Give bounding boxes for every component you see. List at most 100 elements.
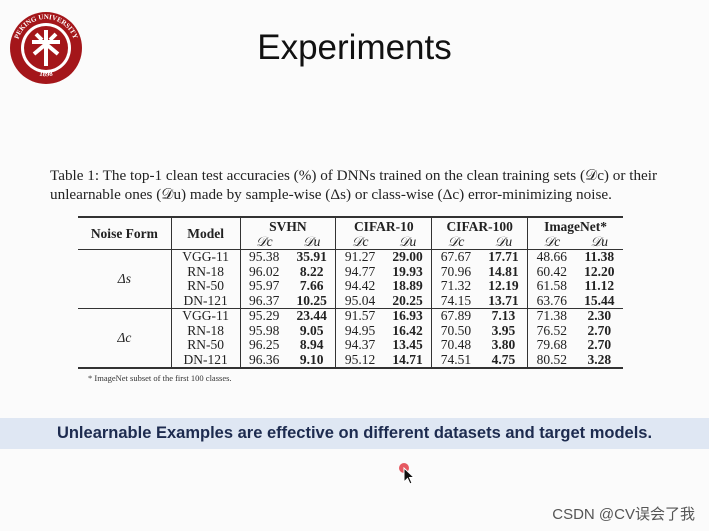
value: 23.44 [287,308,336,324]
value: 9.05 [299,322,324,338]
value: 74.51 [431,352,480,369]
value: 11.12 [584,278,615,293]
value: 10.25 [296,292,327,308]
value: 3.80 [491,337,516,352]
column-header: Noise Form [78,216,172,250]
value: 67.89 [431,308,480,324]
value: 4.75 [479,352,528,369]
model: RN-50 [170,278,240,294]
value: 63.76 [527,293,576,309]
value: 95.38 [239,249,288,265]
value: 11.38 [575,249,623,265]
value: 74.15 [431,293,480,309]
value: 3.95 [491,322,516,338]
value: 96.37 [239,293,288,309]
value: 8.22 [299,263,324,279]
value: 94.95 [335,323,384,338]
value: 20.25 [392,292,423,308]
value: 96.02 [239,264,288,279]
value: 96.36 [239,352,288,369]
table-row: 𝒟c 𝒟u 𝒟c 𝒟u 𝒟c 𝒟u 𝒟c 𝒟u [78,234,623,250]
model: RN-50 [170,337,240,353]
value: 70.50 [431,323,480,338]
model: RN-18 [170,323,240,338]
logo: PEKING UNIVERSITY 1898 [10,12,82,84]
value: 71.32 [431,278,480,294]
dataset-header: CIFAR-10 [335,216,432,235]
subheader: 𝒟c [431,234,480,250]
value: 12.19 [488,278,519,293]
model: VGG-11 [170,249,240,265]
value: 95.04 [335,293,384,309]
value: 95.29 [239,308,288,324]
value: 48.66 [527,249,576,265]
noise-form: Δs [78,249,172,309]
logo-year: 1898 [39,69,54,78]
dataset-header: ImageNet* [527,216,623,235]
value: 13.71 [488,292,519,308]
value: 19.93 [392,263,423,279]
column-header: Model [170,216,240,250]
value: 91.27 [335,249,384,265]
value: 2.30 [575,308,623,324]
cursor [399,463,416,485]
table-row: DN-121 96.36 9.10 95.12 14.71 74.51 4.75 80.52 3… [78,352,623,369]
subheader: 𝒟u [479,234,528,250]
value: 8.94 [299,337,324,352]
table-row: RN-50 96.25 8.94 94.37 13.45 70.48 3.80 79.68 2.… [78,337,623,353]
dataset-header: SVHN [239,216,336,235]
value: 13.45 [392,337,423,352]
value: 71.38 [527,308,576,324]
title: Experiments [257,28,452,67]
value: 70.96 [431,264,480,279]
value: 15.44 [584,292,615,308]
footnote: * ImageNet subset of the first 100 class… [88,373,232,383]
table-row: Noise Form Model SVHN CIFAR-10 CIFAR-100 Imag… [78,216,623,250]
value: 7.13 [479,308,528,324]
value: 95.12 [335,352,384,369]
value: 18.89 [392,278,423,293]
table-row: Δs VGG-11 95.38 35.91 91.27 29.00 67.67 17.71 48… [78,249,623,309]
subheader: 𝒟c [239,234,288,250]
value: 12.20 [584,263,615,279]
value: 94.37 [335,337,384,353]
value: 9.10 [287,352,336,369]
value: 35.91 [287,249,336,265]
value: 80.52 [527,352,576,369]
value: 29.00 [383,249,432,265]
table-row: RN-50 95.97 7.66 94.42 18.89 71.32 12.19 61.58 1… [78,278,623,294]
value: 16.93 [383,308,432,324]
value: 67.67 [431,249,480,265]
value: 70.48 [431,337,480,353]
value: 94.42 [335,278,384,294]
value: 2.70 [587,322,612,338]
noise-form: Δc [78,308,172,369]
table-row: DN-121 96.37 10.25 95.04 20.25 74.15 13.71 63.7… [78,292,623,309]
model: DN-121 [170,352,240,369]
model: DN-121 [170,293,240,309]
value: 7.66 [299,278,324,293]
subheader: 𝒟c [527,234,576,250]
value: 3.28 [575,352,623,369]
subheader: 𝒟u [287,234,336,250]
svg-text:1898: 1898 [39,69,54,78]
table-row: RN-18 95.98 9.05 94.95 16.42 70.50 3.95 76.52 2.… [78,322,623,338]
value: 79.68 [527,337,576,353]
subheader: 𝒟c [335,234,384,250]
value: 2.70 [587,337,612,352]
model: VGG-11 [170,308,240,324]
subheader: 𝒟u [575,234,623,250]
table-row: Δc VGG-11 95.29 23.44 91.57 16.93 67.89 7.13 71.… [78,308,623,369]
results-table: Noise Form Model SVHN CIFAR-10 CIFAR-100 Imag… [78,216,623,369]
value: 14.71 [383,352,432,369]
subheader: 𝒟u [383,234,432,250]
value: 61.58 [527,278,576,294]
value: 14.81 [488,263,519,279]
banner: Unlearnable Examples are effective on di… [0,418,709,449]
value: 16.42 [392,322,423,338]
table-row: RN-18 96.02 8.22 94.77 19.93 70.96 14.81 60.42 1… [78,263,623,279]
value: 95.98 [239,323,288,338]
value: 76.52 [527,323,576,338]
caption: Table 1: The top-1 clean test accuracies… [50,167,658,203]
